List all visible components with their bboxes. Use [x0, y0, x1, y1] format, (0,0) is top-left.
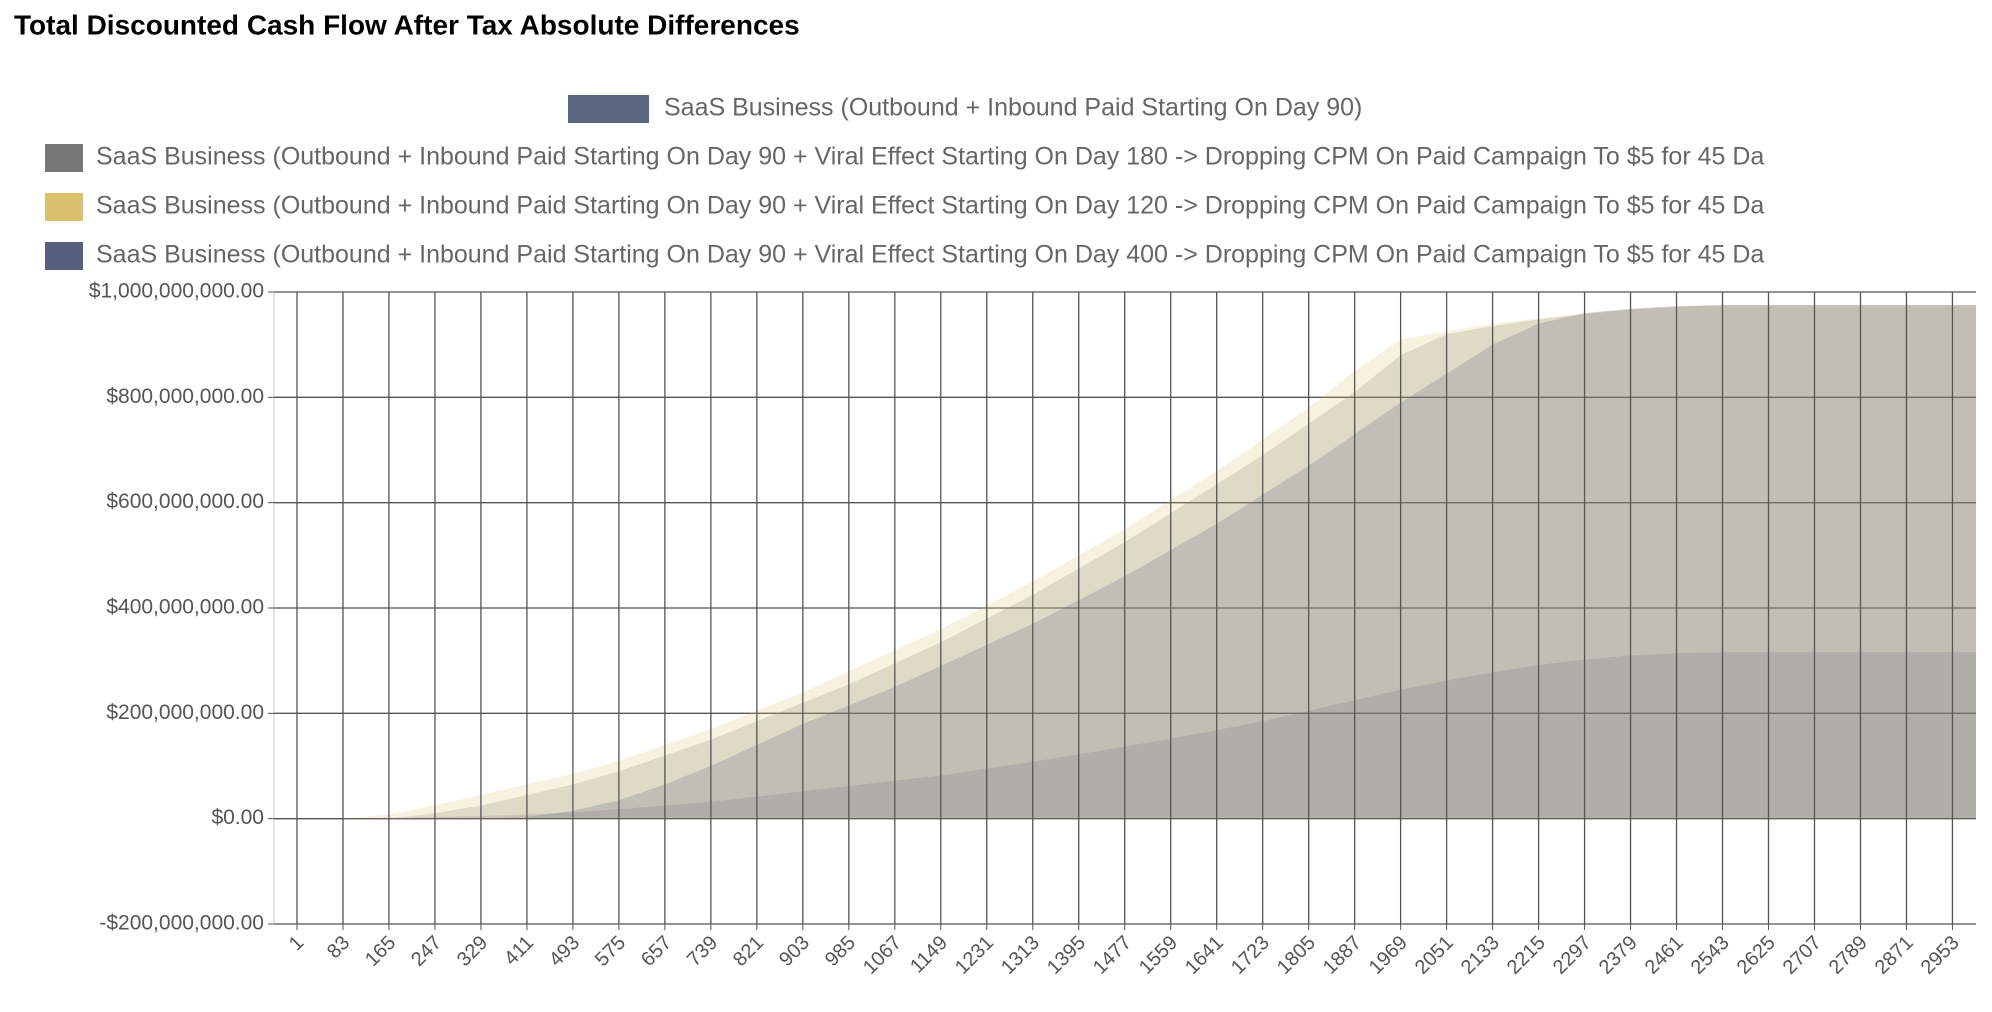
legend-label: SaaS Business (Outbound + Inbound Paid S… — [664, 94, 1362, 122]
y-tick-label: $600,000,000.00 — [106, 490, 264, 513]
x-tick-label: 657 — [637, 932, 676, 971]
x-tick-label: 329 — [453, 932, 492, 971]
x-tick-label: 1477 — [1089, 932, 1136, 979]
area — [296, 652, 1976, 819]
x-tick-label: 165 — [361, 932, 400, 971]
chart-title: Total Discounted Cash Flow After Tax Abs… — [14, 9, 800, 40]
legend-swatch — [45, 193, 83, 221]
y-tick-label: -$200,000,000.00 — [99, 912, 264, 935]
x-tick-label: 1641 — [1181, 932, 1228, 979]
x-tick-label: 2297 — [1549, 932, 1596, 979]
x-tick-label: 821 — [729, 932, 768, 971]
x-tick-label: 1559 — [1135, 932, 1182, 979]
area — [296, 305, 1976, 819]
x-tick-label: 1313 — [997, 932, 1044, 979]
x-tick-label: 2379 — [1595, 932, 1642, 979]
x-tick-label: 1887 — [1319, 932, 1366, 979]
x-tick-label: 1067 — [859, 932, 906, 979]
x-tick-label: 2625 — [1733, 932, 1780, 979]
x-tick-label: 83 — [323, 932, 354, 963]
x-tick-label: 575 — [591, 932, 630, 971]
legend-label: SaaS Business (Outbound + Inbound Paid S… — [96, 192, 1764, 220]
x-tick-label: 1395 — [1043, 932, 1090, 979]
x-tick-label: 247 — [407, 932, 446, 971]
y-tick-label: $1,000,000,000.00 — [89, 280, 264, 303]
legend-label: SaaS Business (Outbound + Inbound Paid S… — [96, 241, 1764, 269]
x-tick-label: 2953 — [1917, 932, 1964, 979]
x-tick-label: 2133 — [1457, 932, 1504, 979]
legend-swatch — [568, 95, 649, 123]
legend-swatch — [45, 144, 83, 172]
x-tick-label: 1149 — [906, 932, 952, 978]
x-tick-label: 2461 — [1641, 932, 1688, 979]
x-tick-label: 2051 — [1411, 932, 1458, 979]
area — [296, 305, 1976, 819]
x-tick-label: 1805 — [1273, 932, 1320, 979]
y-tick-label: $0.00 — [211, 806, 264, 829]
x-tick-label: 1 — [285, 932, 308, 955]
x-tick-label: 2215 — [1503, 932, 1550, 979]
y-tick-label: $800,000,000.00 — [106, 385, 264, 408]
x-tick-label: 1969 — [1365, 932, 1412, 979]
legend-swatch — [45, 242, 83, 270]
y-tick-label: $400,000,000.00 — [106, 596, 264, 619]
x-tick-label: 739 — [683, 932, 722, 971]
x-tick-label: 1723 — [1227, 932, 1274, 979]
x-tick-label: 2871 — [1871, 932, 1918, 979]
legend: SaaS Business (Outbound + Inbound Paid S… — [45, 94, 1764, 270]
x-tick-label: 1231 — [951, 932, 998, 979]
x-tick-label: 903 — [775, 932, 814, 971]
y-tick-label: $200,000,000.00 — [106, 701, 264, 724]
x-tick-label: 493 — [545, 932, 584, 971]
area — [296, 305, 1976, 819]
x-tick-label: 2543 — [1687, 932, 1734, 979]
x-tick-label: 2707 — [1779, 932, 1826, 979]
x-tick-label: 2789 — [1825, 932, 1872, 979]
x-tick-label: 411 — [500, 932, 538, 970]
x-tick-label: 985 — [821, 932, 860, 971]
legend-label: SaaS Business (Outbound + Inbound Paid S… — [96, 143, 1764, 171]
